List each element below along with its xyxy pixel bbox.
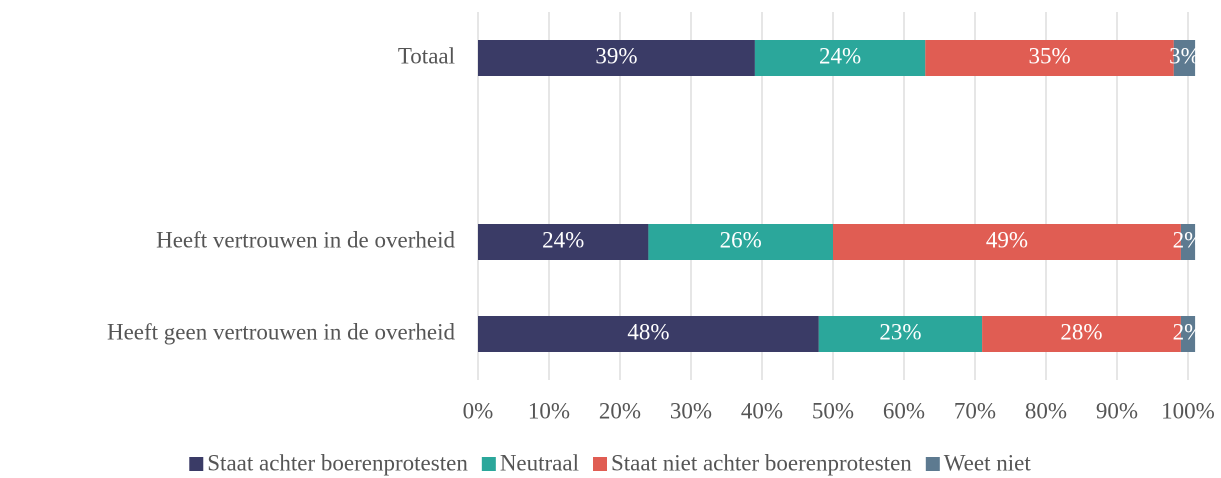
bar-segment [478, 40, 755, 76]
value-label: 23% [879, 319, 921, 344]
legend-swatch [925, 457, 940, 471]
bar-segment [1180, 316, 1196, 352]
bar-segment [818, 316, 983, 352]
x-tick-label: 70% [954, 398, 996, 423]
bar-segment [925, 40, 1174, 76]
bar-segment [754, 40, 926, 76]
x-tick-label: 10% [528, 398, 570, 423]
value-label: 28% [1060, 319, 1102, 344]
x-tick-label: 80% [1025, 398, 1067, 423]
value-label: 39% [595, 43, 637, 68]
legend-swatch [593, 457, 608, 471]
legend-label: Neutraal [500, 450, 579, 475]
value-label: 35% [1028, 43, 1070, 68]
x-tick-label: 20% [599, 398, 641, 423]
value-label: 2% [1173, 227, 1204, 252]
y-tick-label: Heeft geen vertrouwen in de overheid [107, 319, 456, 344]
legend-label: Staat achter boerenprotesten [207, 450, 468, 475]
bar-segment [648, 224, 833, 260]
value-label: 24% [819, 43, 861, 68]
legend-swatch [189, 457, 204, 471]
bar-segment [478, 224, 649, 260]
value-label: 49% [986, 227, 1028, 252]
value-label: 48% [627, 319, 669, 344]
x-tick-label: 100% [1161, 398, 1215, 423]
bar-segment [1173, 40, 1196, 76]
y-tick-label: Heeft vertrouwen in de overheid [156, 227, 455, 252]
legend-label: Weet niet [944, 450, 1032, 475]
y-tick-label: Totaal [398, 43, 455, 68]
bar-segment [478, 316, 819, 352]
x-tick-label: 0% [463, 398, 494, 423]
value-label: 3% [1169, 43, 1200, 68]
value-label: 2% [1173, 319, 1204, 344]
legend-swatch [481, 457, 496, 471]
value-label: 24% [542, 227, 584, 252]
x-tick-label: 40% [741, 398, 783, 423]
x-tick-label: 60% [883, 398, 925, 423]
x-tick-label: 50% [812, 398, 854, 423]
bar-segment [982, 316, 1181, 352]
legend-label: Staat niet achter boerenprotesten [611, 450, 912, 475]
value-label: 26% [720, 227, 762, 252]
bar-segment [1180, 224, 1196, 260]
x-tick-label: 30% [670, 398, 712, 423]
bar-segment [833, 224, 1181, 260]
x-tick-label: 90% [1096, 398, 1138, 423]
